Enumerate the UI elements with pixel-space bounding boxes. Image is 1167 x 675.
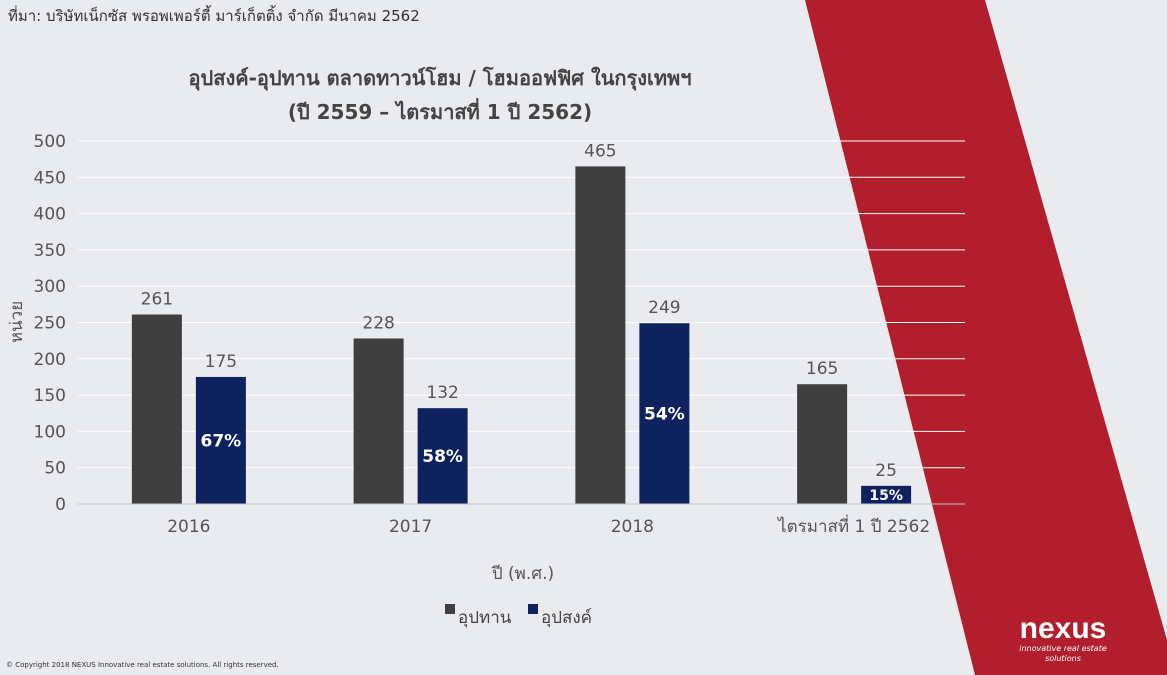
x-tick-label: ไตรมาสที่ 1 ปี 2562 [776,514,930,537]
y-tick-label: 150 [34,386,66,406]
percent-label: 67% [201,431,242,451]
data-label: 261 [141,290,173,310]
data-label: 249 [648,298,680,318]
data-label: 465 [584,141,616,161]
data-label: 228 [362,313,394,333]
bar-supply [575,166,626,504]
red-diagonal-band [805,0,1167,675]
y-axis-label: หน่วย [7,301,27,343]
data-label: 165 [806,359,838,379]
y-tick-label: 200 [34,350,66,370]
legend: อุปทาน อุปสงค์ [445,604,592,628]
bar-demand [417,408,468,504]
nexus-logo: nexus innovative real estate solutions [1008,614,1118,664]
y-tick-label: 250 [34,314,66,334]
bar-demand [861,485,912,504]
x-tick-label: 2017 [389,517,432,537]
copyright-text: © Copyright 2018 NEXUS Innovative real e… [6,661,279,669]
y-tick-label: 500 [34,132,66,152]
legend-label-demand: อุปสงค์ [541,608,592,628]
y-tick-label: 50 [44,459,66,479]
legend-swatch-supply [445,604,455,614]
chart-title: อุปสงค์-อุปทาน ตลาดทาวน์โฮม / โฮมออฟฟิศ … [188,66,692,90]
bar-demand [195,376,246,504]
y-tick-label: 0 [55,495,66,515]
source-note: ที่มา: บริษัทเน็กซัส พรอพเพอร์ตี้ มาร์เก… [8,7,420,25]
percent-label: 54% [644,405,685,425]
y-tick-label: 400 [34,205,66,225]
legend-label-supply: อุปทาน [458,608,512,628]
percent-label: 15% [869,488,903,504]
x-tick-label: 2016 [167,517,210,537]
x-tick-label: 2018 [611,517,654,537]
logo-tagline: innovative real estate solutions [1019,644,1107,663]
y-tick-label: 100 [34,422,66,442]
bar-demand [639,323,690,504]
y-tick-label: 450 [34,168,66,188]
data-label: 132 [426,383,458,403]
legend-swatch-demand [528,604,538,614]
data-label: 175 [205,352,237,372]
bar-supply [797,384,848,504]
bar-supply [353,338,404,504]
logo-name: nexus [1019,612,1107,645]
data-label: 25 [875,461,897,481]
bar-supply [131,314,182,504]
x-axis-label: ปี (พ.ศ.) [491,564,554,584]
y-tick-label: 350 [34,241,66,261]
percent-label: 58% [422,447,463,467]
chart-subtitle: (ปี 2559 – ไตรมาสที่ 1 ปี 2562) [287,100,593,124]
y-tick-label: 300 [34,277,66,297]
